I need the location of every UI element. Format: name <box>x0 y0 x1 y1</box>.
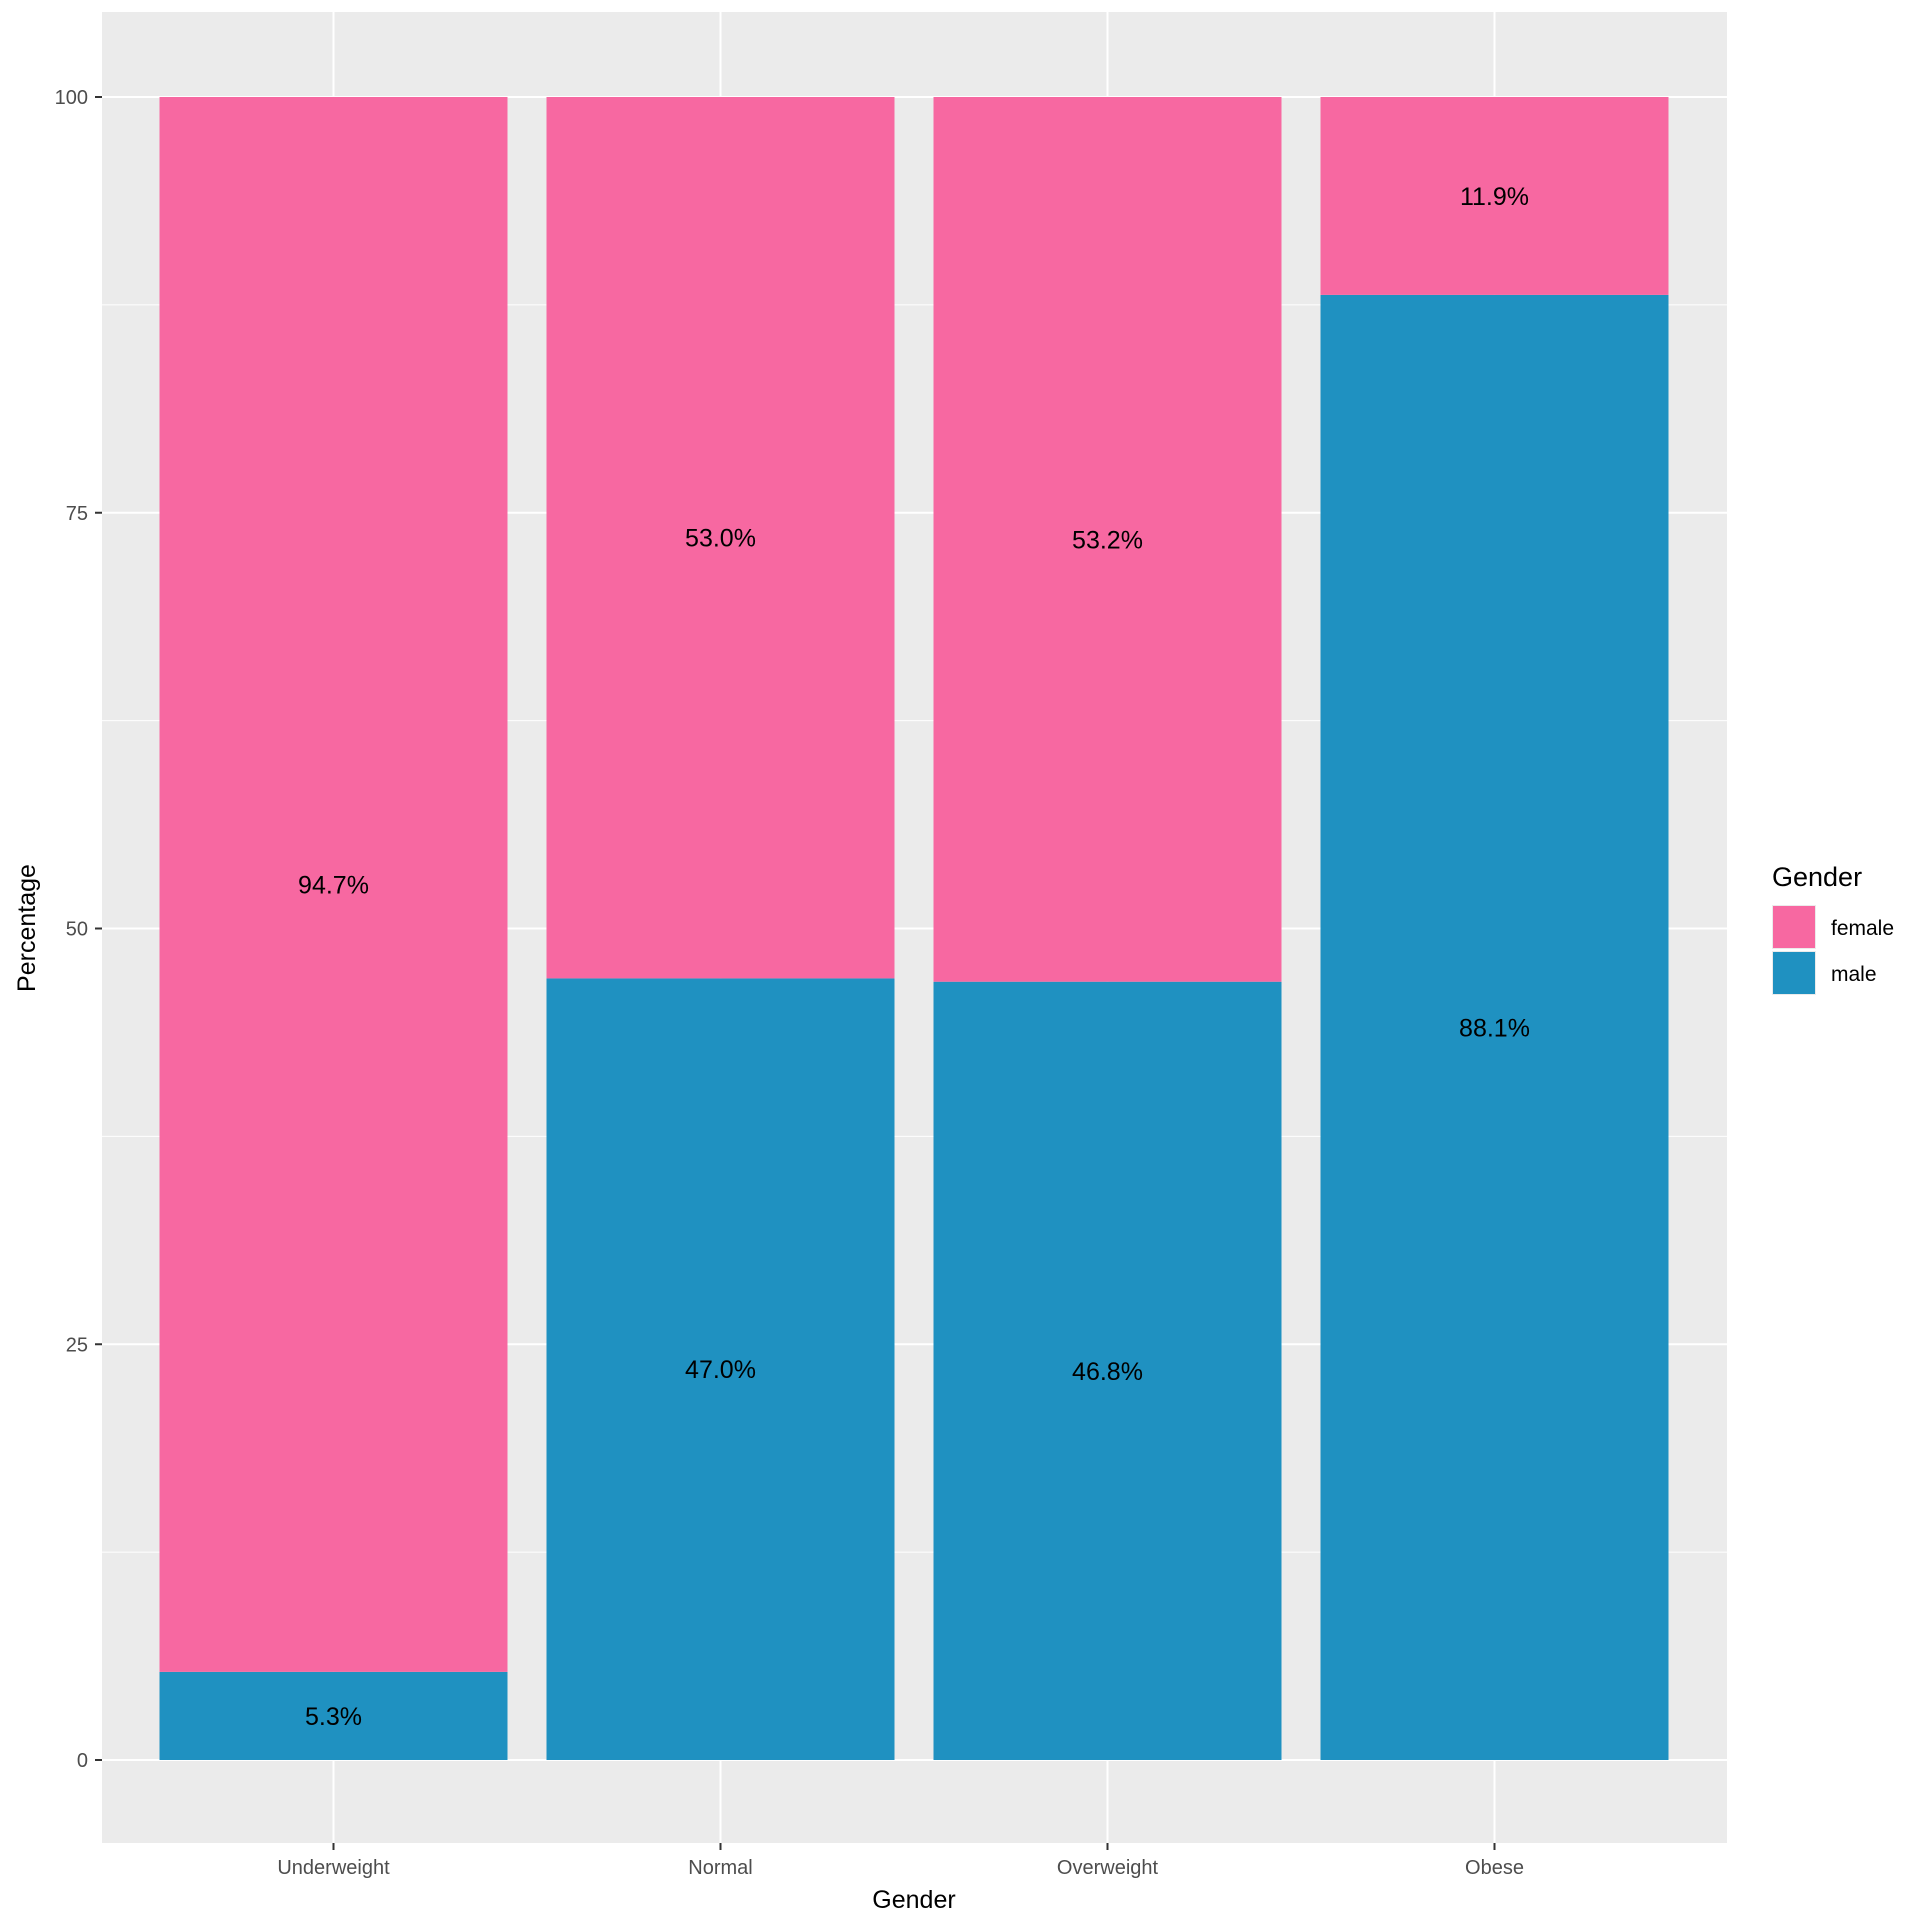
data-label-female: 11.9% <box>1460 183 1529 211</box>
y-tick-label: 0 <box>77 1750 88 1772</box>
y-tick-label: 75 <box>66 503 88 525</box>
bar-female-obese <box>1320 97 1669 295</box>
data-label-male: 88.1% <box>1459 1014 1530 1042</box>
x-tick-label: Overweight <box>1057 1857 1159 1879</box>
data-label-male: 46.8% <box>1072 1358 1143 1386</box>
legend-label-male: male <box>1831 963 1877 986</box>
data-label-male: 47.0% <box>685 1356 756 1384</box>
bar-female-underweight <box>159 97 508 1672</box>
x-tick-label: Underweight <box>277 1857 390 1879</box>
legend-key-female <box>1773 906 1815 948</box>
data-label-female: 94.7% <box>298 871 369 899</box>
y-tick-label: 50 <box>66 919 88 941</box>
bar-female-normal <box>546 97 895 979</box>
data-label-female: 53.2% <box>1072 526 1143 554</box>
legend-key-male <box>1773 952 1815 994</box>
bar-male-normal <box>546 978 895 1760</box>
legend-title: Gender <box>1772 862 1862 892</box>
bar-male-underweight <box>159 1671 508 1760</box>
y-tick-label: 25 <box>66 1334 88 1356</box>
y-axis-title: Percentage <box>13 864 41 992</box>
bar-male-overweight <box>933 981 1282 1760</box>
x-tick-label: Normal <box>688 1857 752 1879</box>
data-label-male: 5.3% <box>305 1703 362 1731</box>
legend-label-female: female <box>1831 917 1894 940</box>
y-tick-label: 100 <box>55 87 88 109</box>
bar-female-overweight <box>933 97 1282 982</box>
bar-male-obese <box>1320 294 1669 1761</box>
x-axis-title: Gender <box>872 1886 955 1914</box>
x-tick-label: Obese <box>1465 1857 1524 1879</box>
data-label-female: 53.0% <box>685 525 756 553</box>
legend: Gender female male <box>1772 862 1894 995</box>
